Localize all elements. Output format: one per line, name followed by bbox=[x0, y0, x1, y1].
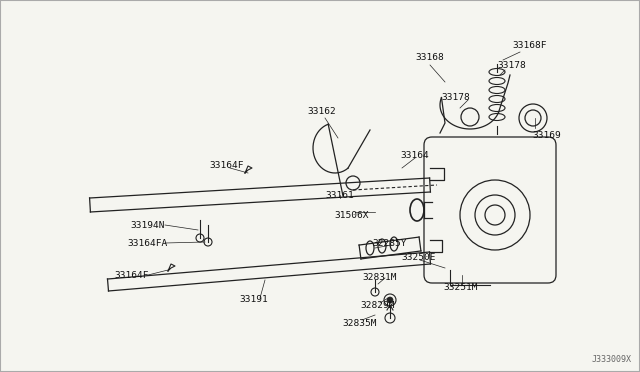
Text: 33178: 33178 bbox=[441, 93, 470, 102]
Text: 33164FA: 33164FA bbox=[128, 238, 168, 247]
Text: 32835M: 32835M bbox=[343, 318, 377, 327]
Text: 33162: 33162 bbox=[308, 108, 337, 116]
Text: 33168F: 33168F bbox=[513, 42, 547, 51]
Text: 33168: 33168 bbox=[415, 54, 444, 62]
Text: 31506X: 31506X bbox=[335, 211, 369, 219]
Text: 33164: 33164 bbox=[401, 151, 429, 160]
Text: 33191: 33191 bbox=[239, 295, 268, 305]
Text: 32285Y: 32285Y bbox=[372, 238, 407, 247]
Text: 33169: 33169 bbox=[532, 131, 561, 140]
Text: J333009X: J333009X bbox=[592, 355, 632, 364]
Text: 33250E: 33250E bbox=[402, 253, 436, 262]
Text: 33164F: 33164F bbox=[210, 161, 244, 170]
Text: 33251M: 33251M bbox=[444, 283, 478, 292]
Text: 33161: 33161 bbox=[326, 192, 355, 201]
Text: 32829M: 32829M bbox=[361, 301, 396, 310]
Circle shape bbox=[387, 297, 393, 303]
Text: 33178: 33178 bbox=[498, 61, 526, 70]
Text: 32831M: 32831M bbox=[363, 273, 397, 282]
Text: 33164F: 33164F bbox=[115, 272, 149, 280]
Text: 33194N: 33194N bbox=[131, 221, 165, 230]
